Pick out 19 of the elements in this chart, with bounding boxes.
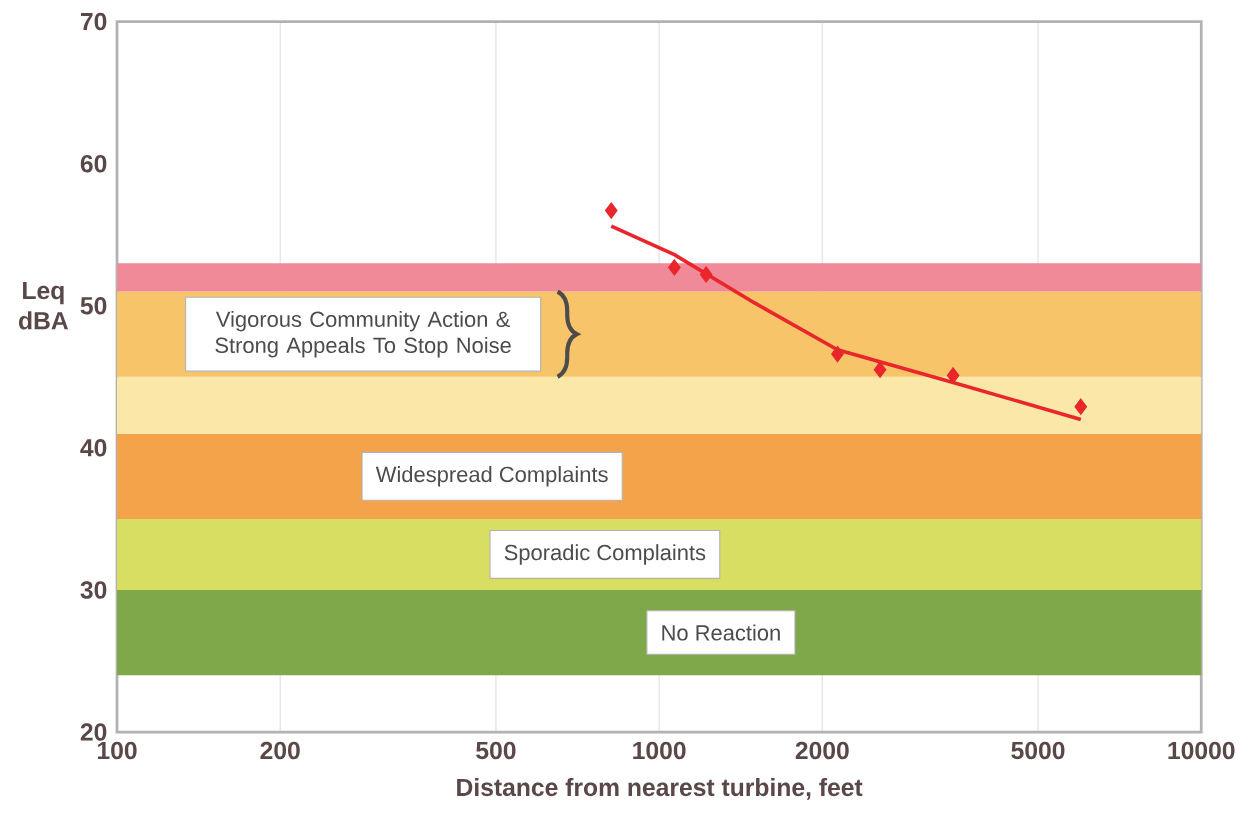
x-axis-title: Distance from nearest turbine, feet xyxy=(457,777,863,800)
x-tick-label: 500 xyxy=(476,741,516,760)
x-tick-label: 100 xyxy=(97,741,137,760)
y-tick-label: 40 xyxy=(80,439,107,457)
x-tick-label: 10000 xyxy=(1168,741,1235,760)
band-label: Sporadic Complaints xyxy=(504,544,706,565)
y-tick-label: 70 xyxy=(80,12,107,31)
y-tick-label: 50 xyxy=(80,297,107,315)
x-tick-label: 5000 xyxy=(1011,741,1065,760)
y-tick-label: 60 xyxy=(80,154,107,173)
y-axis-title: Leq dBA xyxy=(19,282,69,330)
band-label: Widespread Complaints xyxy=(375,466,608,487)
x-tick-label: 1000 xyxy=(633,741,686,760)
band-label: Vigorous Community Action & Strong Appeals To Stop Noise xyxy=(215,310,511,358)
band-label: No Reaction xyxy=(662,624,780,641)
x-tick-label: 200 xyxy=(260,741,300,760)
y-tick-label: 30 xyxy=(80,581,107,599)
y-tick-label: 20 xyxy=(80,723,107,741)
x-tick-label: 2000 xyxy=(795,741,849,760)
